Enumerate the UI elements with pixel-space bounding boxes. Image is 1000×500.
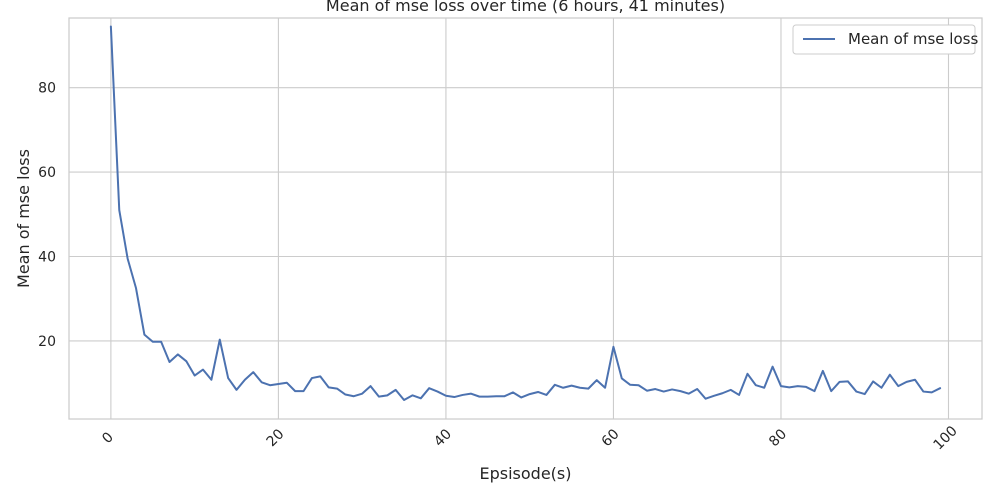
x-tick-label: 100: [931, 423, 961, 453]
x-tick-label: 60: [599, 426, 623, 450]
y-tick-label: 60: [38, 165, 56, 181]
legend-box: [792, 24, 976, 55]
y-tick-label: 40: [38, 249, 56, 265]
x-tick-label: 40: [431, 426, 455, 450]
plot-frame: [68, 17, 983, 420]
x-axis-label: Epsisode(s): [480, 464, 572, 483]
y-tick-label: 80: [38, 81, 56, 97]
series-line: [109, 25, 942, 402]
x-tick-label: 80: [766, 426, 790, 450]
y-tick-labels: 20 40 60 80: [38, 81, 56, 350]
y-tick-label: 20: [38, 334, 56, 350]
x-tick-label: 0: [99, 429, 117, 447]
series-layer: [109, 25, 942, 402]
chart-title: Mean of mse loss over time (6 hours, 41 …: [326, 0, 725, 15]
x-tick-label: 20: [264, 426, 288, 450]
x-tick-labels: 0 20 40 60 80 100: [99, 423, 961, 453]
y-axis-label: Mean of mse loss: [14, 149, 33, 288]
legend-label: Mean of mse loss: [848, 30, 978, 48]
legend: Mean of mse loss: [792, 24, 978, 55]
grid: [69, 18, 982, 419]
